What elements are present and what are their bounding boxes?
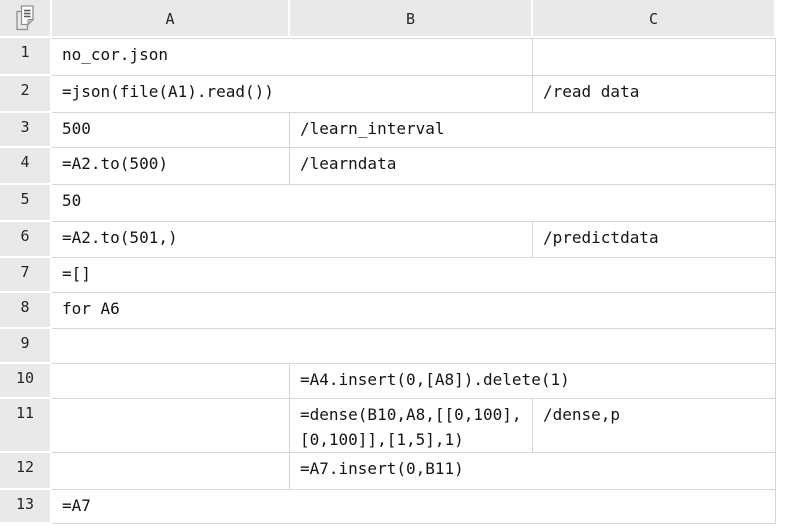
cell-c11[interactable]: /dense,p bbox=[533, 399, 776, 453]
column-header-a[interactable]: A bbox=[52, 0, 290, 38]
row-header-4[interactable]: 4 bbox=[0, 148, 52, 185]
cellset-grid: A B C 1 no_cor.json 2 =json(file(A1).rea… bbox=[0, 0, 776, 524]
row-header-3[interactable]: 3 bbox=[0, 113, 52, 148]
column-header-c[interactable]: C bbox=[533, 0, 776, 38]
row-header-11[interactable]: 11 bbox=[0, 399, 52, 453]
cell-a11[interactable] bbox=[52, 399, 290, 453]
cell-a9[interactable] bbox=[52, 329, 776, 364]
cell-a8[interactable]: for A6 bbox=[52, 293, 776, 329]
cell-c6[interactable]: /predictdata bbox=[533, 222, 776, 258]
cell-b11[interactable]: =dense(B10,A8,[[0,100],[0,100]],[1,5],1) bbox=[290, 399, 533, 453]
cell-a5[interactable]: 50 bbox=[52, 185, 776, 222]
cell-a10[interactable] bbox=[52, 364, 290, 399]
row-header-7[interactable]: 7 bbox=[0, 258, 52, 293]
cell-c2[interactable]: /read data bbox=[533, 76, 776, 113]
row-header-12[interactable]: 12 bbox=[0, 453, 52, 490]
row-header-6[interactable]: 6 bbox=[0, 222, 52, 258]
corner-cell[interactable] bbox=[0, 0, 52, 38]
cell-a13[interactable]: =A7 bbox=[52, 490, 776, 524]
cell-b12[interactable]: =A7.insert(0,B11) bbox=[290, 453, 776, 490]
cell-b10[interactable]: =A4.insert(0,[A8]).delete(1) bbox=[290, 364, 776, 399]
copy-pages-icon bbox=[14, 4, 36, 32]
row-header-5[interactable]: 5 bbox=[0, 185, 52, 222]
cell-a1[interactable]: no_cor.json bbox=[52, 38, 533, 76]
cell-c1[interactable] bbox=[533, 38, 776, 76]
row-header-10[interactable]: 10 bbox=[0, 364, 52, 399]
row-header-8[interactable]: 8 bbox=[0, 293, 52, 329]
column-header-b[interactable]: B bbox=[290, 0, 533, 38]
row-header-9[interactable]: 9 bbox=[0, 329, 52, 364]
cell-b3[interactable]: /learn_interval bbox=[290, 113, 776, 148]
cell-a6[interactable]: =A2.to(501,) bbox=[52, 222, 533, 258]
row-header-13[interactable]: 13 bbox=[0, 490, 52, 524]
cell-a2[interactable]: =json(file(A1).read()) bbox=[52, 76, 533, 113]
cell-a3[interactable]: 500 bbox=[52, 113, 290, 148]
cell-a12[interactable] bbox=[52, 453, 290, 490]
cell-b4[interactable]: /learndata bbox=[290, 148, 776, 185]
cell-a7[interactable]: =[] bbox=[52, 258, 776, 293]
cell-a4[interactable]: =A2.to(500) bbox=[52, 148, 290, 185]
row-header-2[interactable]: 2 bbox=[0, 76, 52, 113]
row-header-1[interactable]: 1 bbox=[0, 38, 52, 76]
